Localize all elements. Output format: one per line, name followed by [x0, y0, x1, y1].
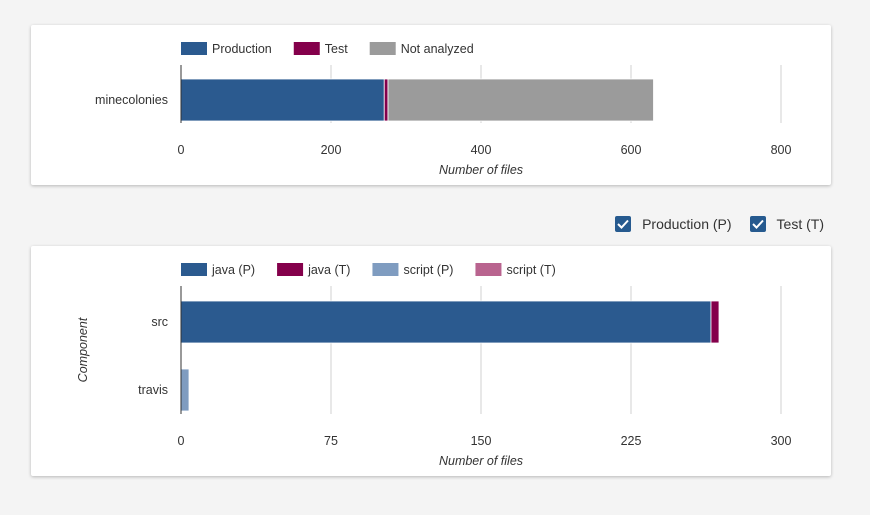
components-card: java (P) java (T) script (P) script (T) src t… [31, 246, 831, 476]
bar-segment[interactable] [180, 300, 712, 344]
bar-segment[interactable] [180, 78, 385, 122]
x-tick-label: 800 [771, 143, 792, 157]
bar-segment[interactable] [387, 78, 654, 122]
legend-label: java (P) [211, 263, 255, 277]
legend-label: Production [212, 42, 272, 56]
x-tick-label: 75 [324, 434, 338, 448]
production-checkbox[interactable] [615, 216, 632, 232]
components-chart: java (P) java (T) script (P) script (T) src t… [76, 263, 792, 468]
bar-segment[interactable] [383, 78, 389, 122]
bar-segment[interactable] [180, 368, 190, 412]
x-tick-label: 300 [771, 434, 792, 448]
x-tick-label: 225 [621, 434, 642, 448]
legend-swatch [181, 263, 207, 276]
y-axis-label: Component [76, 317, 90, 382]
test-checkbox[interactable] [749, 216, 766, 232]
files-summary-chart: Production Test Not analyzed minecolonies 0 2… [95, 42, 792, 177]
files-summary-card: Production Test Not analyzed minecolonies 0 2… [31, 25, 831, 185]
test-toggle-label: Test (T) [776, 216, 824, 232]
check-icon [617, 219, 629, 229]
legend-swatch [181, 42, 207, 55]
legend-label: script (P) [403, 263, 453, 277]
legend-swatch [372, 263, 399, 276]
production-toggle[interactable]: Production (P) [615, 216, 732, 232]
legend-label: Test [325, 42, 348, 56]
category-label: minecolonies [95, 93, 168, 107]
series-toggles: Production (P) Test (T) [615, 216, 824, 232]
test-toggle[interactable]: Test (T) [749, 216, 824, 232]
legend-label: Not analyzed [401, 42, 474, 56]
x-axis-label: Number of files [439, 454, 523, 468]
category-label: travis [138, 383, 168, 397]
legend-swatch [277, 263, 304, 276]
legend-label: java (T) [307, 263, 350, 277]
x-tick-label: 600 [621, 143, 642, 157]
bar-segment[interactable] [710, 300, 720, 344]
legend-swatch [293, 42, 320, 55]
legend-label: script (T) [506, 263, 555, 277]
category-label: src [151, 315, 168, 329]
check-icon [751, 219, 764, 229]
legend-swatch [369, 42, 396, 55]
x-tick-label: 0 [178, 143, 185, 157]
production-toggle-label: Production (P) [642, 216, 732, 232]
x-tick-label: 400 [471, 143, 492, 157]
x-tick-label: 200 [321, 143, 342, 157]
legend-swatch [475, 263, 502, 276]
x-axis-label: Number of files [439, 163, 523, 177]
x-tick-label: 150 [471, 434, 492, 448]
x-tick-label: 0 [178, 434, 185, 448]
